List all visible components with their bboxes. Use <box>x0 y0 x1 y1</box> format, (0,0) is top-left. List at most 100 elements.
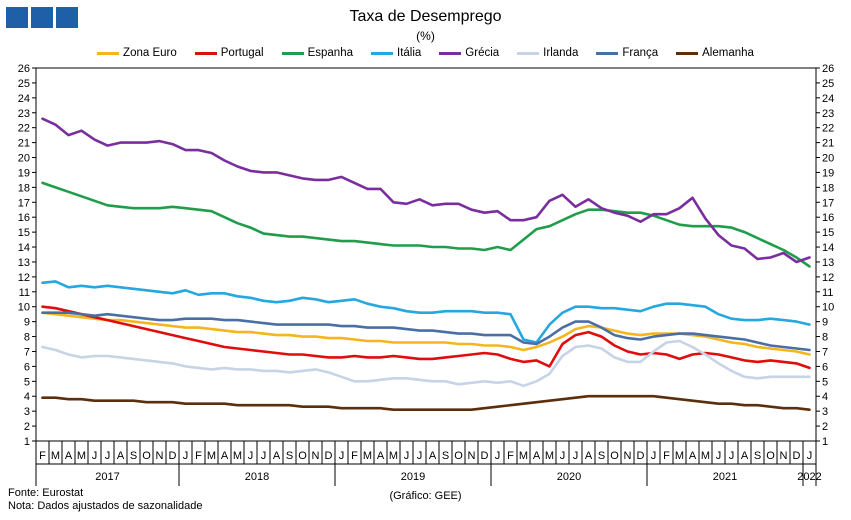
month-label: A <box>689 450 697 462</box>
legend-swatch <box>371 51 393 55</box>
legend-swatch <box>596 51 619 55</box>
month-label: A <box>585 450 593 462</box>
series-line-irlanda <box>41 339 811 388</box>
month-label: M <box>363 450 372 462</box>
month-label: J <box>716 450 722 462</box>
month-label: M <box>233 450 242 462</box>
month-label: M <box>675 450 684 462</box>
month-label: O <box>142 450 151 462</box>
month-label: A <box>65 450 73 462</box>
y-tick-label-left: 23 <box>18 108 30 120</box>
month-label: D <box>481 450 489 462</box>
legend-swatch <box>676 51 699 55</box>
chart-subtitle: (%) <box>416 29 435 43</box>
month-label: O <box>454 450 463 462</box>
y-tick-label-left: 17 <box>18 197 30 209</box>
y-tick-label-right: 23 <box>822 108 834 120</box>
month-label: J <box>573 450 579 462</box>
y-tick-label-right: 10 <box>822 302 834 314</box>
y-tick-label-right: 2 <box>822 421 828 433</box>
month-label: J <box>92 450 98 462</box>
month-label: D <box>637 450 645 462</box>
month-label: F <box>195 450 202 462</box>
month-label: M <box>701 450 710 462</box>
y-tick-label-left: 14 <box>18 242 30 254</box>
y-tick-label-right: 20 <box>822 153 834 165</box>
y-tick-label-right: 18 <box>822 182 834 194</box>
y-tick-label-right: 7 <box>822 346 828 358</box>
month-label: D <box>793 450 801 462</box>
month-label: A <box>377 450 385 462</box>
legend-item: Espanha <box>281 47 353 59</box>
legend-item: Portugal <box>194 47 264 59</box>
y-tick-label-left: 6 <box>24 361 30 373</box>
month-label: M <box>51 450 60 462</box>
month-label: N <box>156 450 164 462</box>
legend-label: Portugal <box>220 47 264 59</box>
month-label: J <box>651 450 657 462</box>
y-tick-label-right: 12 <box>822 272 834 284</box>
y-tick-label-right: 25 <box>822 78 834 90</box>
month-label: J <box>339 450 345 462</box>
chart-credit: (Gráfico: GEE) <box>389 490 462 502</box>
month-label: J <box>105 450 111 462</box>
y-tick-label-right: 16 <box>822 212 834 224</box>
month-label: A <box>533 450 541 462</box>
y-tick-label-right: 8 <box>822 332 828 344</box>
legend-swatch <box>517 51 540 55</box>
month-label: M <box>545 450 554 462</box>
legend-label: Zona Euro <box>123 47 177 59</box>
legend-label: Alemanha <box>702 47 754 59</box>
y-tick-label-left: 5 <box>24 376 30 388</box>
y-tick-label-left: 20 <box>18 153 30 165</box>
logo-block <box>31 7 53 28</box>
y-tick-label-left: 2 <box>24 421 30 433</box>
month-label: F <box>507 450 514 462</box>
y-tick-label-right: 3 <box>822 406 828 418</box>
y-tick-label-right: 4 <box>822 391 828 403</box>
y-tick-label-right: 21 <box>822 138 834 150</box>
legend-item: Zona Euro <box>97 47 177 59</box>
source-note: Fonte: Eurostat <box>8 487 84 499</box>
month-label: S <box>442 450 449 462</box>
legend-item: Alemanha <box>676 47 754 59</box>
y-tick-label-left: 26 <box>18 63 30 75</box>
legend-label: França <box>622 47 659 59</box>
y-tick-label-left: 15 <box>18 227 30 239</box>
legend-swatch <box>281 51 304 55</box>
month-label: J <box>729 450 735 462</box>
month-label: J <box>560 450 566 462</box>
month-label: S <box>754 450 761 462</box>
y-tick-label-right: 6 <box>822 361 828 373</box>
legend-swatch <box>97 51 120 55</box>
series-line-alemanha <box>41 394 811 412</box>
y-tick-label-right: 22 <box>822 123 834 135</box>
year-label: 2018 <box>245 471 269 483</box>
series-line-gr-cia <box>41 117 811 264</box>
month-label: J <box>261 450 267 462</box>
month-label: S <box>598 450 605 462</box>
series-line-fran-a <box>41 311 811 352</box>
plot-area <box>35 67 817 442</box>
year-label: 2019 <box>401 471 425 483</box>
legend-item: Irlanda <box>517 47 578 59</box>
y-tick-label-left: 25 <box>18 78 30 90</box>
month-label: N <box>624 450 632 462</box>
y-tick-label-right: 24 <box>822 93 834 105</box>
y-tick-label-right: 14 <box>822 242 834 254</box>
y-tick-label-left: 16 <box>18 212 30 224</box>
adjustment-note: Nota: Dados ajustados de sazonalidade <box>8 500 203 512</box>
legend-item: Grécia <box>439 47 499 59</box>
y-tick-label-right: 26 <box>822 63 834 75</box>
month-label: J <box>417 450 423 462</box>
month-label: J <box>495 450 501 462</box>
month-label: A <box>741 450 749 462</box>
y-tick-label-right: 5 <box>822 376 828 388</box>
month-label: M <box>519 450 528 462</box>
month-label: M <box>207 450 216 462</box>
legend-label: Grécia <box>465 47 500 59</box>
y-tick-label-right: 9 <box>822 317 828 329</box>
month-label: N <box>468 450 476 462</box>
month-label: F <box>663 450 670 462</box>
